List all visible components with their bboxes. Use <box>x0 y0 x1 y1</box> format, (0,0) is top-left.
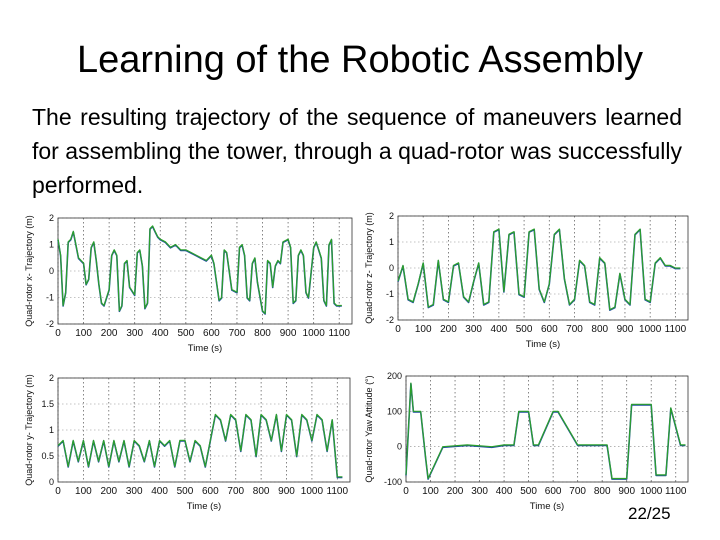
x-tick-label: 300 <box>126 486 143 497</box>
z-trajectory-chart: 0 100 200 300 400 500 600 700 800 900 1000 1100 -2 -1… <box>364 211 689 350</box>
x-tick-label: 0 <box>395 324 401 335</box>
yaw-attitude-chart: 0 100 200 300 400 500 600 700 800 900 1000 1100-100… <box>364 371 689 512</box>
x-tick-label: 900 <box>278 486 295 497</box>
y-axis-label: Quad-rotor x- Trajectory (m) <box>24 215 34 327</box>
x-tick-label: 1100 <box>327 486 349 497</box>
x-tick-label: 700 <box>227 486 244 497</box>
x-tick-label: 200 <box>440 324 457 335</box>
x-tick-label: 0 <box>403 486 409 497</box>
y-tick-label: 0 <box>49 266 54 276</box>
y-axis-label: Quad-rotor z- Trajectory (m) <box>364 212 374 324</box>
y-tick-label: 2 <box>49 373 54 383</box>
x-tick-label: 600 <box>203 328 220 339</box>
x-tick-label: 1100 <box>328 328 350 339</box>
x-tick-label: 700 <box>229 328 246 339</box>
y-trajectory-chart: 0 100 200 300 400 500 600 700 800 900 1000 1100 0 0.5… <box>24 373 351 512</box>
y-tick-label: 1 <box>49 425 54 435</box>
y-tick-label: 1 <box>389 237 394 247</box>
series-line-actual <box>57 225 342 315</box>
slide-title: Learning of the Robotic Assembly <box>76 39 644 81</box>
x-tick-label: 500 <box>177 328 194 339</box>
x-trajectory-chart: 0 100 200 300 400 500 600 700 800 900 1000 1100 -2 -1… <box>24 213 353 354</box>
x-tick-label: 800 <box>254 328 271 339</box>
x-axis-label: Time (s) <box>188 343 222 354</box>
y-tick-label: 0 <box>397 442 402 452</box>
x-tick-label: 400 <box>152 328 169 339</box>
x-tick-label: 0 <box>55 486 61 497</box>
x-tick-label: 100 <box>75 486 92 497</box>
y-tick-label: 0 <box>389 263 394 273</box>
x-tick-label: 1000 <box>301 486 324 497</box>
x-tick-label: 400 <box>496 486 513 497</box>
x-tick-label: 900 <box>618 486 635 497</box>
x-tick-label: 1000 <box>640 486 663 497</box>
y-tick-label: 2 <box>49 213 54 223</box>
x-tick-label: 100 <box>422 486 439 497</box>
y-tick-label: -100 <box>384 477 402 487</box>
x-tick-label: 400 <box>151 486 168 497</box>
x-tick-label: 300 <box>126 328 143 339</box>
x-tick-label: 300 <box>465 324 482 335</box>
y-tick-label: -1 <box>386 289 394 299</box>
y-axis-label: Quad-rotor y- Trajectory (m) <box>24 374 34 486</box>
x-axis-label: Time (s) <box>187 501 221 512</box>
x-tick-label: 500 <box>177 486 194 497</box>
y-tick-label: -2 <box>46 319 54 329</box>
page-number: 22/25 <box>628 504 671 523</box>
x-tick-label: 1000 <box>639 324 662 335</box>
x-tick-label: 100 <box>75 328 92 339</box>
y-tick-label: -2 <box>386 315 394 325</box>
x-tick-label: 100 <box>415 324 432 335</box>
y-tick-label: 200 <box>387 371 402 381</box>
y-tick-label: 100 <box>387 406 402 416</box>
x-tick-label: 800 <box>591 324 608 335</box>
x-tick-label: 500 <box>516 324 533 335</box>
x-tick-label: 1100 <box>665 324 687 335</box>
x-tick-label: 400 <box>491 324 508 335</box>
x-tick-label: 200 <box>101 328 118 339</box>
x-tick-label: 600 <box>545 486 562 497</box>
y-tick-label: 0 <box>49 477 54 487</box>
x-tick-label: 1100 <box>665 486 687 497</box>
series-line-desired <box>397 228 681 311</box>
x-tick-label: 200 <box>447 486 464 497</box>
x-tick-label: 1000 <box>303 328 326 339</box>
x-tick-label: 600 <box>541 324 558 335</box>
x-tick-label: 700 <box>566 324 583 335</box>
x-axis-label: Time (s) <box>526 339 560 350</box>
y-tick-label: -1 <box>46 293 54 303</box>
plot-frame <box>57 217 353 325</box>
x-tick-label: 500 <box>520 486 537 497</box>
series-line-actual <box>405 382 686 480</box>
y-tick-label: 0.5 <box>41 451 54 461</box>
series-line-desired <box>405 382 686 480</box>
y-tick-label: 2 <box>389 211 394 221</box>
x-tick-label: 800 <box>594 486 611 497</box>
x-tick-label: 800 <box>253 486 270 497</box>
x-tick-label: 900 <box>617 324 634 335</box>
x-axis-label: Time (s) <box>530 501 564 512</box>
y-tick-label: 1.5 <box>41 399 54 409</box>
x-tick-label: 200 <box>100 486 117 497</box>
plot-frame <box>57 377 351 483</box>
x-tick-label: 300 <box>471 486 488 497</box>
plot-frame <box>405 375 689 483</box>
x-tick-label: 600 <box>202 486 219 497</box>
series-line-actual <box>397 228 681 311</box>
y-axis-label: Quad-rotor Yaw Attitude (°) <box>364 375 374 482</box>
series-line-desired <box>57 413 343 478</box>
x-tick-label: 900 <box>280 328 297 339</box>
series-line-desired <box>57 225 342 314</box>
slide-body-text: The resulting trajectory of the sequence… <box>32 104 682 198</box>
x-tick-label: 700 <box>569 486 586 497</box>
x-tick-label: 0 <box>55 328 61 339</box>
plot-frame <box>397 215 689 321</box>
y-tick-label: 1 <box>49 240 54 250</box>
